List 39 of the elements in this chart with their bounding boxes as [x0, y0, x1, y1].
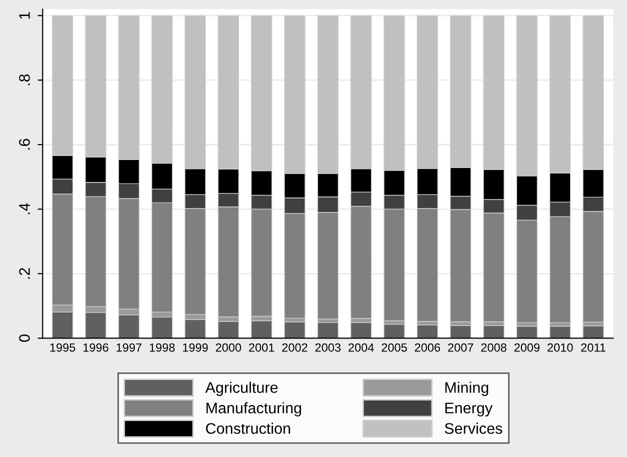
x-tick-label: 2006 [414, 343, 440, 352]
bar [483, 325, 504, 338]
x-tick-label: 2003 [315, 343, 341, 352]
x-tick-label: 1996 [83, 343, 108, 352]
y-tick-label: .6 [19, 138, 30, 150]
x-tick-label: 1997 [116, 343, 142, 352]
legend-label: Services [444, 422, 502, 434]
bar [218, 321, 240, 338]
x-tick-label: 2007 [448, 343, 474, 352]
x-tick-label: 1998 [150, 343, 175, 352]
bar [317, 322, 339, 338]
y-tick-label: .2 [19, 268, 30, 279]
legend-label: Mining [445, 382, 488, 396]
legend-label: Manufacturing [206, 402, 302, 416]
legend-label: Construction [206, 422, 290, 434]
bar [184, 319, 206, 338]
x-tick-label: 2010 [548, 343, 573, 352]
x-tick-label: 2008 [481, 343, 506, 352]
x-tick-label: 2001 [249, 343, 274, 352]
bar [549, 326, 571, 338]
x-tick-label: 2000 [216, 343, 242, 352]
legend-label: Agriculture [205, 382, 278, 396]
bar [284, 322, 306, 338]
y-tick-label: 1 [19, 12, 30, 19]
y-tick-label: 0 [19, 334, 30, 342]
x-tick-label: 2002 [282, 343, 308, 352]
y-tick-label: .4 [19, 203, 30, 214]
x-tick-label: 2005 [382, 343, 407, 352]
x-tick-label: 2009 [514, 343, 540, 352]
y-tick-label: .8 [19, 74, 30, 86]
bar [151, 316, 173, 338]
bar [350, 322, 372, 338]
bar [250, 320, 272, 338]
x-tick-label: 2004 [348, 343, 374, 352]
x-tick-label: 2011 [581, 343, 606, 352]
bar [384, 324, 405, 338]
x-tick-label: 1995 [50, 343, 76, 352]
x-tick-label: 1999 [183, 343, 208, 352]
legend-label: Energy [445, 402, 493, 416]
